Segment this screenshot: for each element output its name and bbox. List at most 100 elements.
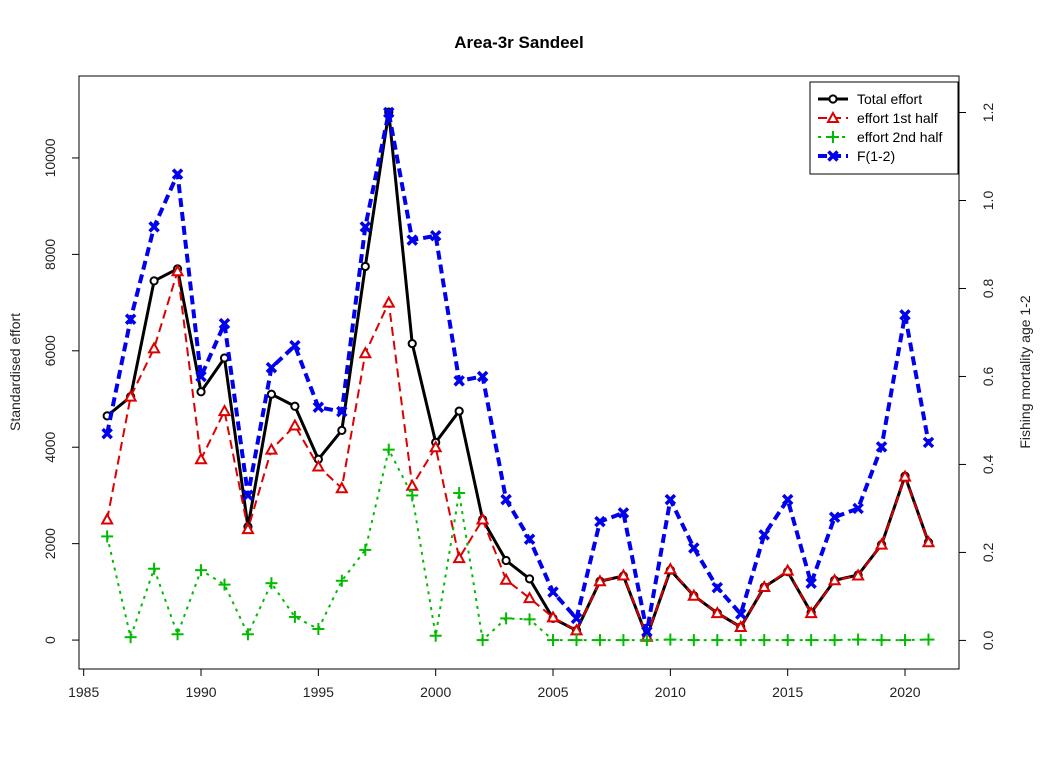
- data-point: [476, 370, 489, 383]
- data-point: [570, 634, 583, 647]
- data-point: [899, 309, 911, 321]
- legend-marker: [827, 131, 839, 143]
- data-point: [899, 634, 912, 647]
- data-point: [101, 427, 113, 440]
- data-point: [499, 572, 513, 585]
- legend-entry: effort 2nd half: [818, 129, 942, 145]
- data-point: [875, 634, 888, 647]
- data-point: [383, 106, 395, 119]
- data-point: [781, 634, 794, 647]
- data-point: [852, 502, 864, 515]
- data-point: [171, 168, 184, 180]
- data-point: [242, 489, 254, 501]
- legend-label: F(1-2): [857, 148, 895, 164]
- legend-label: Total effort: [857, 91, 922, 107]
- data-point: [734, 634, 747, 647]
- y-axis-left: 0 2000 4000 6000 8000 10000: [42, 138, 79, 644]
- data-point: [101, 530, 114, 543]
- data-point: [429, 229, 442, 242]
- data-point: [290, 401, 300, 411]
- data-point: [617, 634, 630, 647]
- data-point: [780, 563, 795, 576]
- data-point: [546, 610, 560, 623]
- data-point: [359, 221, 372, 233]
- series-line: [105, 110, 931, 634]
- data-point: [266, 389, 277, 399]
- y-tick-label: 0: [42, 636, 58, 644]
- data-point: [123, 389, 138, 402]
- y-axis-right: 0.0 0.2 0.4 0.6 0.8 1.0 1.2: [959, 103, 996, 650]
- data-point: [406, 489, 419, 502]
- data-point: [569, 623, 584, 636]
- data-point: [547, 634, 560, 647]
- legend-entry: Total effort: [818, 91, 922, 107]
- y-tick-label: 2000: [42, 528, 58, 559]
- legend-label: effort 1st half: [857, 110, 938, 126]
- data-point: [687, 634, 700, 647]
- data-point: [218, 578, 231, 591]
- x-tick-label: 2015: [772, 684, 803, 700]
- series-2: [101, 443, 935, 647]
- data-point: [336, 405, 348, 418]
- x-tick-label: 2020: [889, 684, 920, 700]
- data-point: [196, 387, 206, 397]
- y2-tick-label: 1.0: [980, 191, 996, 211]
- data-point: [804, 606, 818, 619]
- data-point: [288, 418, 302, 431]
- data-point: [758, 529, 770, 541]
- y2-tick-label: 0.0: [980, 630, 996, 650]
- data-point: [828, 511, 841, 523]
- data-point: [148, 221, 160, 233]
- data-point: [148, 562, 161, 575]
- data-point: [453, 487, 466, 500]
- data-point: [171, 628, 184, 641]
- data-point: [428, 440, 443, 453]
- data-point: [360, 261, 370, 272]
- data-point: [124, 313, 137, 326]
- data-point: [664, 633, 677, 646]
- series-0: [102, 107, 934, 642]
- data-point: [687, 588, 701, 601]
- data-point: [663, 562, 678, 575]
- data-point: [710, 606, 724, 619]
- data-point: [547, 586, 559, 598]
- data-point: [641, 625, 653, 638]
- x-tick-label: 1990: [185, 684, 216, 700]
- data-point: [523, 613, 536, 626]
- data-point: [524, 574, 535, 584]
- x-tick-label: 2005: [537, 684, 568, 700]
- data-point: [501, 555, 511, 566]
- data-point: [688, 542, 700, 554]
- data-point: [640, 634, 653, 647]
- data-point: [264, 442, 279, 455]
- y2-tick-label: 1.2: [980, 103, 996, 123]
- legend-marker: [826, 110, 840, 123]
- y2-tick-label: 0.2: [980, 542, 996, 562]
- data-point: [405, 478, 419, 491]
- data-point: [358, 346, 372, 359]
- chart-title: Area-3r Sandeel: [454, 33, 583, 52]
- x-tick-label: 2000: [420, 684, 451, 700]
- data-point: [454, 406, 464, 416]
- y-tick-label: 6000: [42, 335, 58, 366]
- data-point: [922, 633, 935, 646]
- data-point: [570, 612, 583, 625]
- data-point: [312, 401, 325, 413]
- series-layer: [100, 106, 936, 647]
- series-line: [106, 270, 930, 638]
- y-axis-right-label: Fishing mortality age 1-2: [1017, 295, 1033, 449]
- data-point: [147, 341, 161, 354]
- data-point: [922, 436, 935, 449]
- x-axis: 1985 1990 1995 2000 2005 2010 2015 2020: [68, 668, 921, 700]
- data-point: [616, 568, 631, 581]
- y-tick-label: 4000: [42, 431, 58, 462]
- data-point: [711, 581, 724, 594]
- y-tick-label: 10000: [42, 138, 58, 177]
- data-point: [757, 579, 771, 593]
- legend: Total effort effort 1st half effort 2nd ha…: [809, 81, 959, 175]
- data-point: [522, 591, 537, 604]
- data-point: [664, 493, 677, 506]
- data-point: [195, 564, 208, 577]
- data-point: [593, 574, 607, 587]
- data-point: [195, 370, 207, 383]
